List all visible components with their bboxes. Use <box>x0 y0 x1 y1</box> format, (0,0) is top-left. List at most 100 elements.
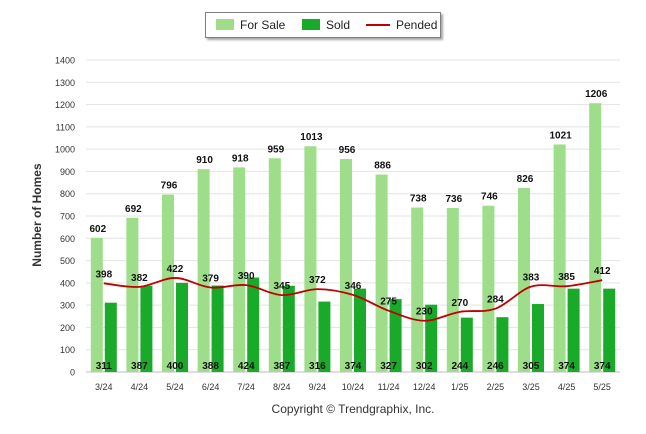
data-label-sold: 327 <box>380 361 397 372</box>
bar-sold <box>460 317 473 372</box>
bar-sold <box>318 301 331 372</box>
data-label-pended: 230 <box>416 307 433 318</box>
bars <box>90 103 616 372</box>
y-tick-label: 200 <box>60 323 75 333</box>
x-tick-label: 5/25 <box>593 382 611 392</box>
y-axis-label: Number of Homes <box>30 163 44 267</box>
data-label-for-sale: 886 <box>374 161 391 172</box>
data-label-sold: 305 <box>523 361 540 372</box>
y-axis-ticks: 0 100 200 300 400 500 600 700 800 900 1000 1100 1200… <box>55 56 75 378</box>
data-label-pended: 412 <box>594 266 611 277</box>
x-tick-label: 3/25 <box>522 382 540 392</box>
legend-label-for-sale: For Sale <box>240 18 286 32</box>
legend-swatch-sold <box>302 19 320 30</box>
y-tick-label: 1100 <box>56 122 75 132</box>
data-label-pended: 385 <box>558 272 575 283</box>
bar-sold <box>176 282 188 372</box>
data-label-sold: 400 <box>167 361 184 372</box>
x-tick-label: 10/24 <box>342 382 365 392</box>
bar-sold <box>496 317 509 372</box>
data-label-for-sale: 956 <box>339 145 356 156</box>
data-label-for-sale: 692 <box>125 204 142 215</box>
bar-sold <box>532 304 544 372</box>
bar-sold <box>425 304 438 372</box>
data-label-pended: 422 <box>167 264 184 275</box>
bar-for-sale <box>340 158 352 372</box>
bar-for-sale <box>162 194 174 372</box>
pended-series-line <box>103 277 603 322</box>
bar-sold <box>567 288 580 372</box>
bar-for-sale <box>411 207 424 372</box>
data-label-for-sale: 738 <box>410 194 427 205</box>
legend-label-sold: Sold <box>326 18 351 32</box>
data-label-sold: 311 <box>96 361 113 372</box>
data-label-for-sale: 918 <box>232 153 249 164</box>
bar-sold <box>354 288 366 372</box>
y-tick-label: 900 <box>60 167 75 177</box>
data-label-sold: 387 <box>273 361 290 372</box>
y-tick-label: 1200 <box>55 100 75 110</box>
y-tick-label: 1000 <box>55 145 75 155</box>
data-label-for-sale: 1021 <box>549 130 572 141</box>
x-axis-ticks: 3/24 4/24 5/24 6/24 7/24 8/24 9/24 10/24 11/24 12… <box>95 382 611 392</box>
bar-sold <box>603 288 616 372</box>
x-tick-label: 7/24 <box>237 382 255 392</box>
bar-sold <box>282 285 295 372</box>
data-label-for-sale: 1013 <box>300 132 323 143</box>
x-tick-label: 2/25 <box>487 382 505 392</box>
y-tick-label: 1300 <box>55 78 75 88</box>
bar-for-sale <box>518 187 530 372</box>
data-label-pended: 382 <box>131 273 148 284</box>
data-label-sold: 388 <box>202 361 219 372</box>
data-label-pended: 284 <box>487 295 504 306</box>
x-tick-label: 6/24 <box>202 382 220 392</box>
data-label-for-sale: 959 <box>267 144 284 155</box>
gridlines <box>86 59 620 373</box>
bar-for-sale <box>375 174 388 372</box>
x-tick-label: 3/24 <box>95 382 113 392</box>
x-tick-label: 9/24 <box>309 382 327 392</box>
bar-for-sale <box>304 146 317 372</box>
bar-for-sale <box>589 103 602 372</box>
data-label-pended: 345 <box>273 281 290 292</box>
data-label-pended: 398 <box>95 269 112 280</box>
data-label-for-sale: 910 <box>196 155 213 166</box>
bar-for-sale <box>197 169 210 372</box>
data-label-pended: 275 <box>380 297 397 308</box>
data-label-pended: 383 <box>523 273 540 284</box>
x-tick-label: 12/24 <box>413 382 436 392</box>
legend-swatch-pended <box>366 24 390 26</box>
legend-label-pended: Pended <box>396 18 438 32</box>
data-labels: 602 311 398 692 387 382 796 400 422 910 388 379 918 4… <box>89 89 611 372</box>
data-label-sold: 316 <box>309 361 326 372</box>
data-label-pended: 372 <box>309 275 326 286</box>
y-tick-label: 800 <box>60 189 75 199</box>
bar-for-sale <box>90 237 103 372</box>
data-label-sold: 424 <box>238 361 255 372</box>
data-label-sold: 302 <box>416 361 433 372</box>
bar-sold <box>104 302 117 372</box>
y-tick-label: 0 <box>70 368 75 378</box>
data-label-for-sale: 746 <box>481 192 498 203</box>
data-label-sold: 374 <box>345 361 362 372</box>
data-label-for-sale: 1206 <box>585 89 608 100</box>
x-tick-label: 4/24 <box>131 382 149 392</box>
y-tick-label: 1400 <box>55 56 75 66</box>
y-tick-label: 600 <box>60 234 75 244</box>
x-tick-label: 8/24 <box>273 382 291 392</box>
data-label-pended: 270 <box>451 298 468 309</box>
legend: For Sale Sold Pended <box>205 12 441 38</box>
bar-for-sale <box>482 205 495 372</box>
data-label-for-sale: 736 <box>445 194 462 205</box>
data-label-for-sale: 796 <box>161 181 178 192</box>
data-label-pended: 346 <box>345 281 362 292</box>
data-label-sold: 374 <box>594 361 611 372</box>
bar-sold <box>389 299 402 372</box>
x-tick-label: 5/24 <box>166 382 184 392</box>
y-tick-label: 700 <box>60 212 75 222</box>
legend-swatch-for-sale <box>216 19 234 30</box>
x-tick-label: 11/24 <box>378 382 400 392</box>
bar-for-sale <box>553 144 566 372</box>
y-tick-label: 500 <box>60 256 75 266</box>
